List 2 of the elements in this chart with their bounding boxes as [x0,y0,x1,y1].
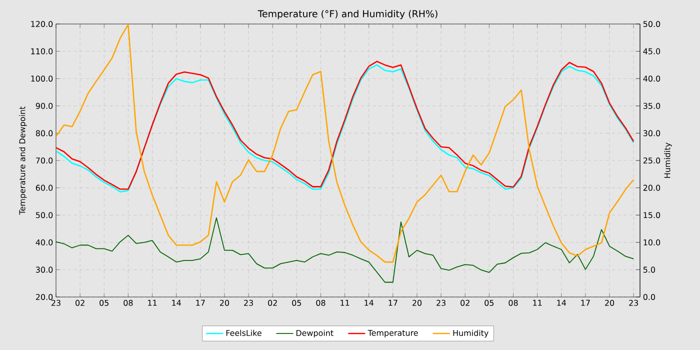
chart-title: Temperature (°F) and Humidity (RH%) [258,10,438,20]
line-series [56,217,634,283]
